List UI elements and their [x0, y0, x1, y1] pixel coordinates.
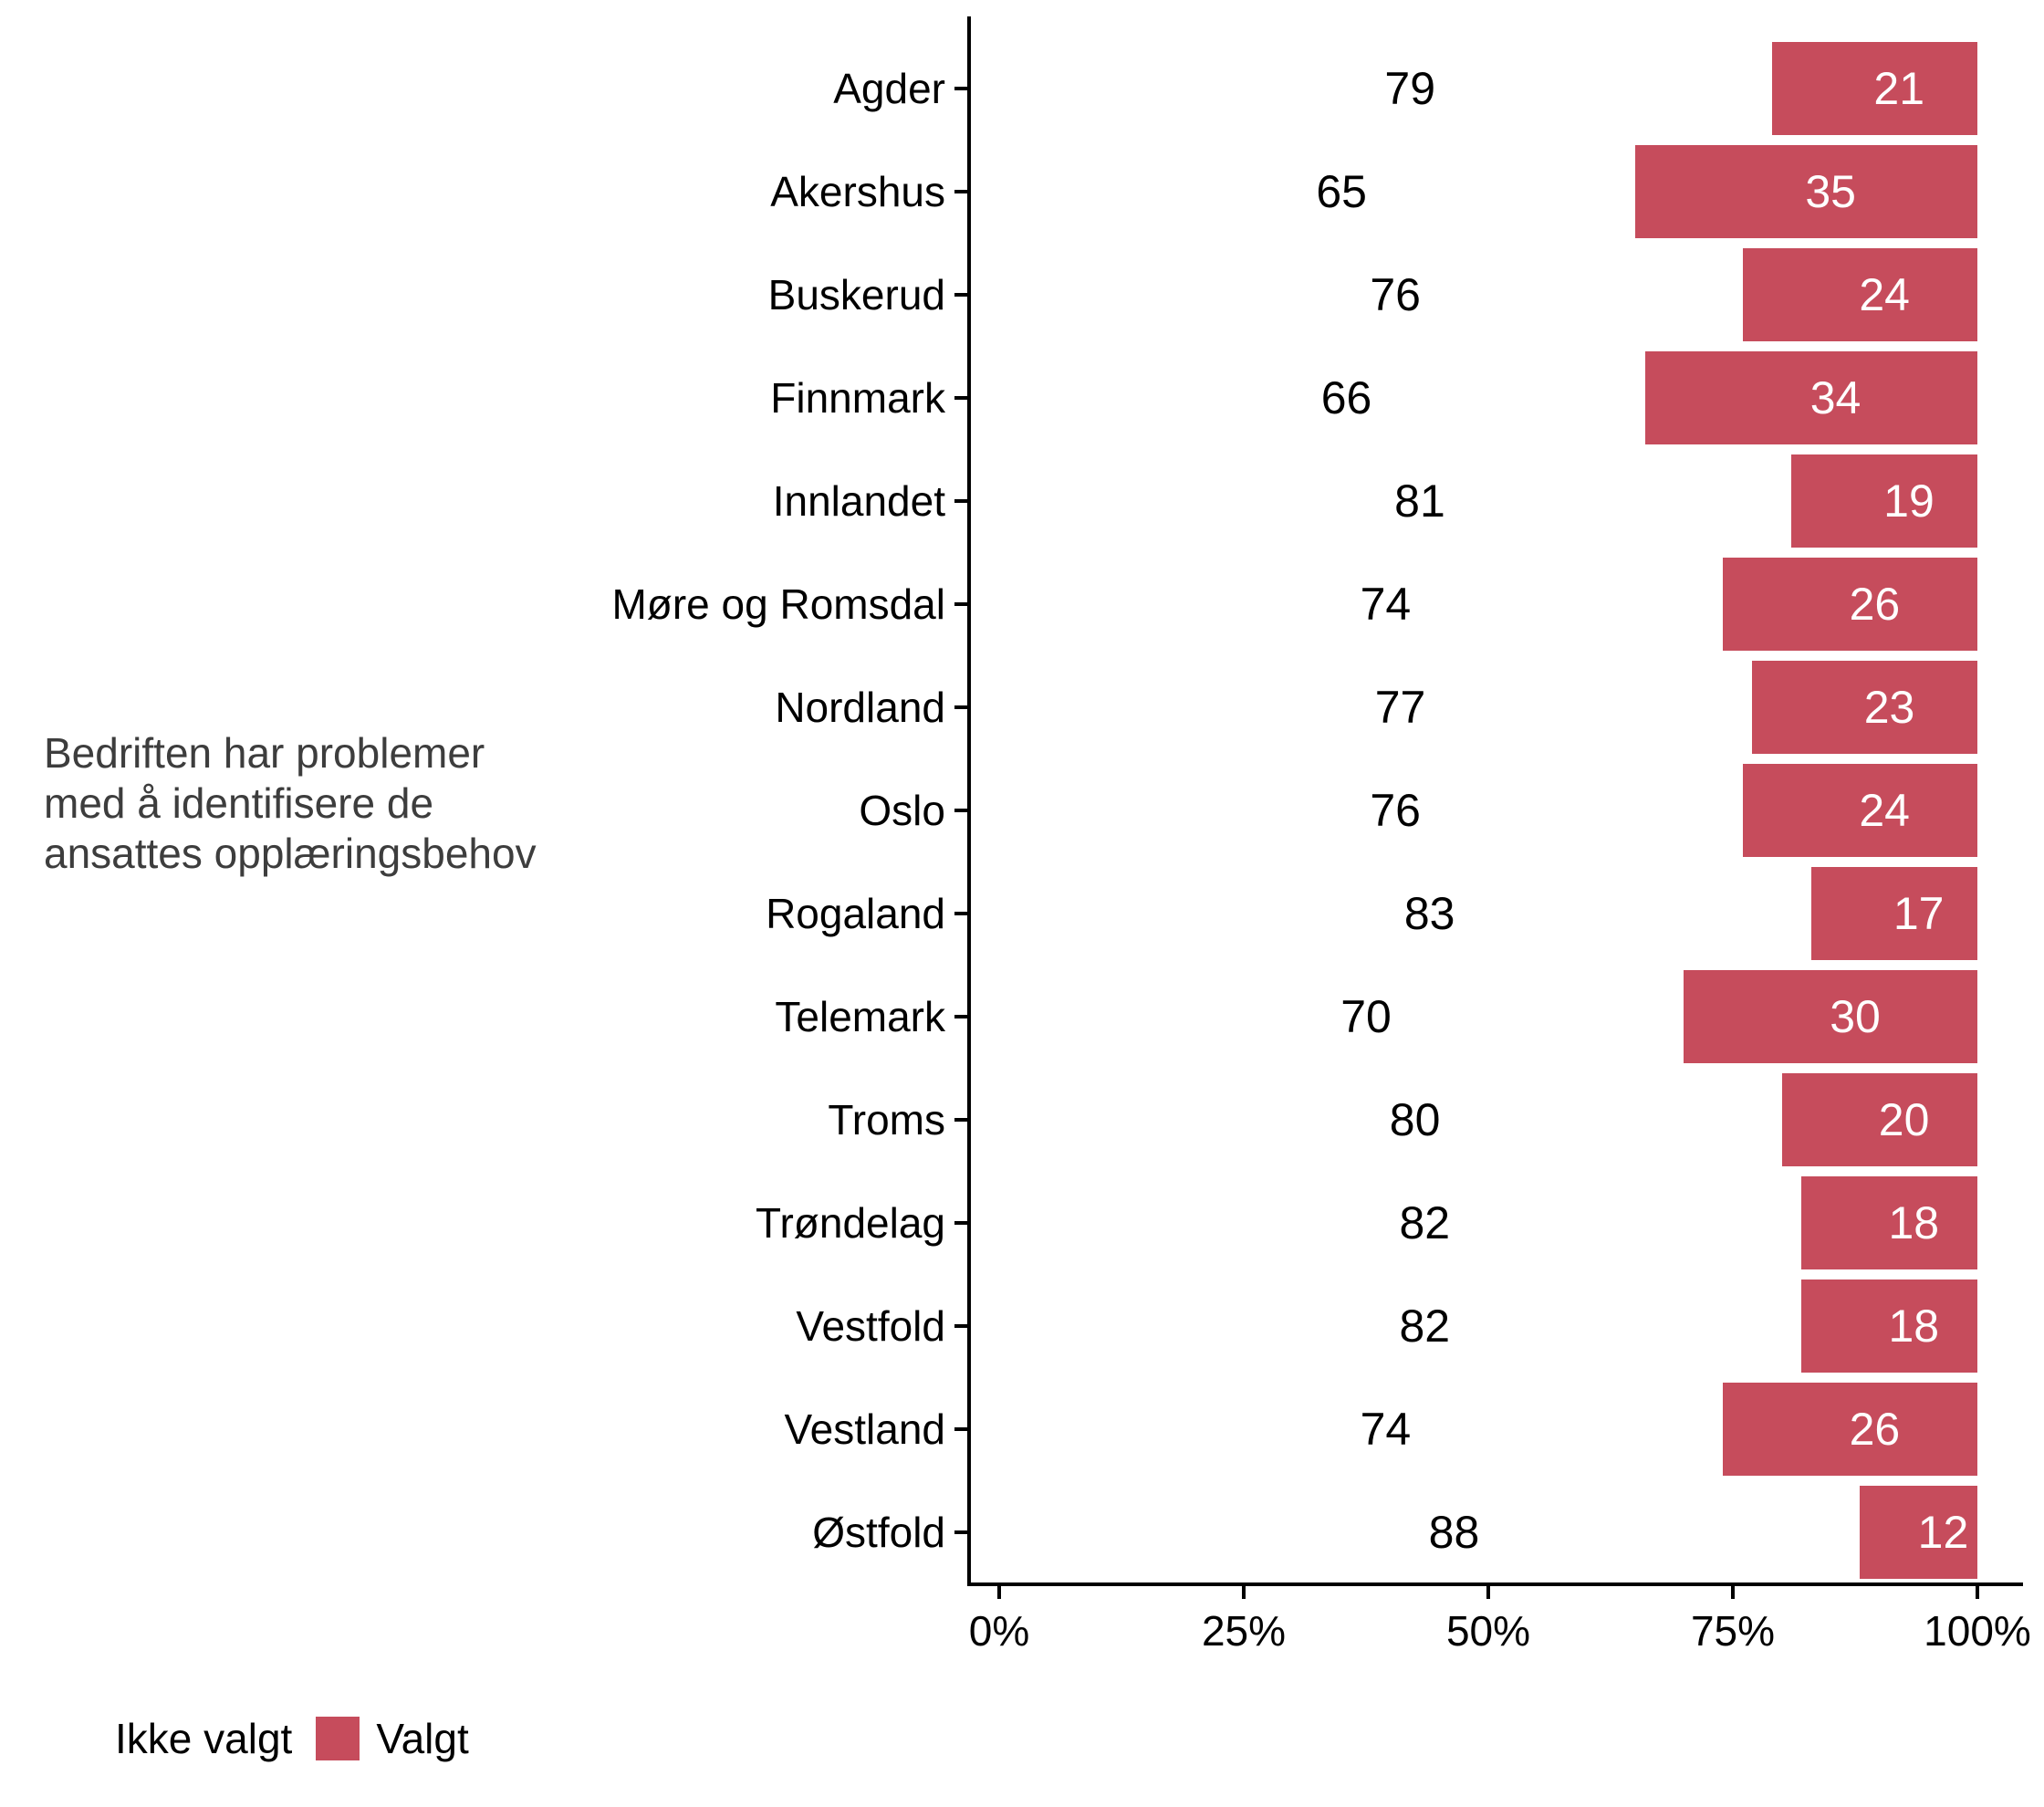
y-axis-tick-mark: [954, 396, 967, 400]
x-axis-tick-label: 75%: [1690, 1607, 1776, 1655]
value-label-ikke-valgt: 80: [1389, 1094, 1441, 1145]
y-axis-label: Trøndelag: [756, 1199, 945, 1247]
bar-segment-valgt: [1742, 248, 1977, 341]
x-axis-tick-label: 100%: [1924, 1607, 2031, 1655]
y-axis-tick-mark: [954, 912, 967, 915]
value-label-valgt: 17: [1893, 888, 1945, 939]
y-axis-label: Nordland: [775, 684, 945, 731]
bar-segment-valgt: [1771, 42, 1977, 135]
y-axis-label: Møre og Romsdal: [611, 580, 945, 628]
bar-segment-valgt: [1644, 351, 1977, 444]
bar-segment-valgt: [1791, 454, 1977, 548]
x-axis-tick-mark: [1731, 1586, 1735, 1599]
value-label-ikke-valgt: 66: [1320, 372, 1372, 423]
legend-swatch-ikke-valgt: [55, 1717, 99, 1760]
y-axis-label: Innlandet: [772, 477, 945, 525]
bar-segment-valgt: [1810, 867, 1977, 960]
y-axis-label: Vestland: [784, 1405, 945, 1453]
value-label-valgt: 26: [1849, 1404, 1901, 1455]
value-label-ikke-valgt: 79: [1384, 63, 1436, 114]
y-axis-label: Oslo: [859, 787, 945, 834]
bar-segment-valgt: [1801, 1280, 1977, 1373]
value-label-ikke-valgt: 74: [1360, 1404, 1412, 1455]
y-axis-tick-mark: [954, 87, 967, 90]
x-axis-tick-label: 0%: [968, 1607, 1030, 1655]
legend: Ikke valgt Valgt: [55, 1715, 493, 1762]
value-label-ikke-valgt: 81: [1394, 475, 1445, 527]
x-axis-tick-label: 25%: [1201, 1607, 1287, 1655]
y-axis-label: Agder: [833, 65, 945, 112]
value-label-valgt: 19: [1883, 475, 1934, 527]
value-label-ikke-valgt: 70: [1340, 991, 1392, 1042]
bar-segment-valgt: [1634, 145, 1977, 238]
x-axis-tick-mark: [1486, 1586, 1490, 1599]
bar-segment-valgt: [1723, 558, 1977, 651]
y-axis-label: Telemark: [775, 993, 945, 1040]
value-label-valgt: 20: [1878, 1094, 1930, 1145]
y-axis-tick-mark: [954, 1015, 967, 1018]
value-label-valgt: 18: [1888, 1197, 1940, 1248]
y-axis-tick-mark: [954, 190, 967, 193]
bar-segment-valgt: [1684, 970, 1977, 1063]
x-axis-tick-mark: [1976, 1586, 1979, 1599]
legend-swatch-valgt: [316, 1717, 360, 1760]
value-label-valgt: 24: [1859, 785, 1910, 836]
value-label-ikke-valgt: 83: [1403, 888, 1455, 939]
value-label-ikke-valgt: 82: [1399, 1300, 1451, 1352]
value-label-ikke-valgt: 77: [1374, 682, 1426, 733]
plot-panel: [967, 16, 2023, 1586]
y-axis-label: Finnmark: [770, 374, 945, 422]
value-label-ikke-valgt: 74: [1360, 579, 1412, 630]
bar-segment-valgt: [1723, 1383, 1977, 1476]
value-label-ikke-valgt: 76: [1370, 269, 1421, 320]
value-label-valgt: 21: [1873, 63, 1925, 114]
bar-segment-valgt: [1860, 1486, 1977, 1579]
bar-segment-valgt: [1781, 1073, 1977, 1166]
bar-segment-valgt: [1742, 764, 1977, 857]
value-label-ikke-valgt: 88: [1428, 1507, 1480, 1558]
value-label-valgt: 35: [1805, 166, 1856, 217]
y-axis-label: Vestfold: [796, 1302, 945, 1350]
legend-label: Valgt: [376, 1715, 469, 1762]
y-axis-tick-mark: [954, 602, 967, 606]
y-axis-tick-mark: [954, 1427, 967, 1431]
value-label-valgt: 12: [1917, 1507, 1969, 1558]
y-axis-label: Buskerud: [767, 271, 945, 319]
bar-segment-valgt: [1752, 661, 1977, 754]
value-label-valgt: 30: [1830, 991, 1881, 1042]
y-axis-tick-mark: [954, 293, 967, 297]
y-axis-tick-mark: [954, 1324, 967, 1328]
y-axis-tick-mark: [954, 809, 967, 812]
y-axis-tick-mark: [954, 1530, 967, 1534]
value-label-valgt: 23: [1863, 682, 1915, 733]
y-axis-label: Østfold: [812, 1509, 945, 1556]
value-label-valgt: 24: [1859, 269, 1910, 320]
y-axis-title: Bedriften har problemer med å identifise…: [44, 729, 537, 877]
y-axis-tick-mark: [954, 1221, 967, 1225]
value-label-ikke-valgt: 76: [1370, 785, 1421, 836]
value-label-ikke-valgt: 82: [1399, 1197, 1451, 1248]
value-label-valgt: 18: [1888, 1300, 1940, 1352]
y-axis-tick-mark: [954, 499, 967, 503]
value-label-valgt: 34: [1809, 372, 1862, 423]
y-axis-label: Troms: [828, 1096, 945, 1144]
value-label-valgt: 26: [1849, 579, 1901, 630]
y-axis-tick-mark: [954, 705, 967, 709]
x-axis-tick-mark: [1242, 1586, 1246, 1599]
bar-segment-valgt: [1801, 1176, 1977, 1269]
y-axis-tick-mark: [954, 1118, 967, 1122]
legend-label: Ikke valgt: [115, 1715, 293, 1762]
x-axis-tick-label: 50%: [1445, 1607, 1531, 1655]
y-axis-label: Akershus: [770, 168, 945, 215]
x-axis-tick-mark: [997, 1586, 1001, 1599]
value-label-ikke-valgt: 65: [1316, 166, 1367, 217]
y-axis-label: Rogaland: [766, 890, 945, 937]
